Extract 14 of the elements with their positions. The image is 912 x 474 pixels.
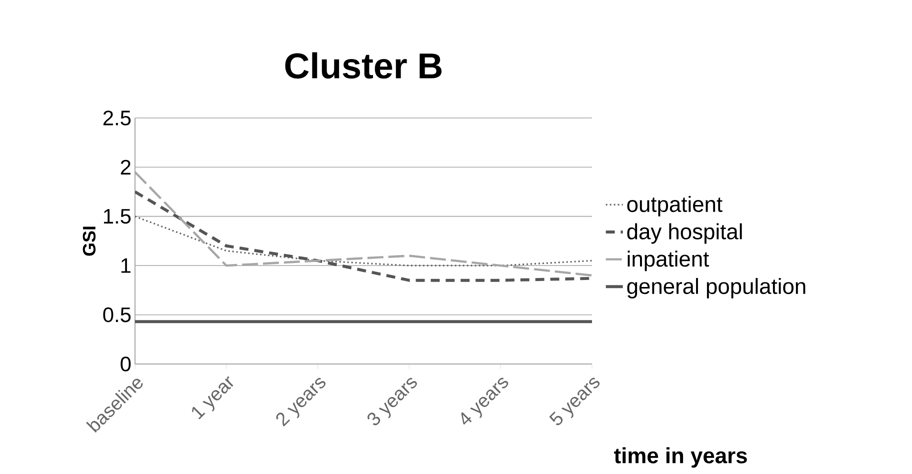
legend-label: day hospital <box>627 223 742 244</box>
legend-label: general population <box>627 278 806 298</box>
legend-label: inpatient <box>628 250 710 272</box>
y-tick-label: 2 <box>120 160 130 174</box>
y-tick-label: 2.5 <box>103 110 131 126</box>
y-tick-label: 1.5 <box>104 209 131 224</box>
y-axis-title: GSI <box>82 226 96 256</box>
chart-title: Cluster B <box>285 52 442 79</box>
x-axis-title: time in years <box>614 447 747 468</box>
legend-label: outpatient <box>627 196 722 216</box>
line-series <box>135 216 592 266</box>
y-tick-label: 1 <box>121 258 130 273</box>
y-tick-label: 0.5 <box>103 307 131 322</box>
y-tick-label: 0 <box>120 356 131 372</box>
